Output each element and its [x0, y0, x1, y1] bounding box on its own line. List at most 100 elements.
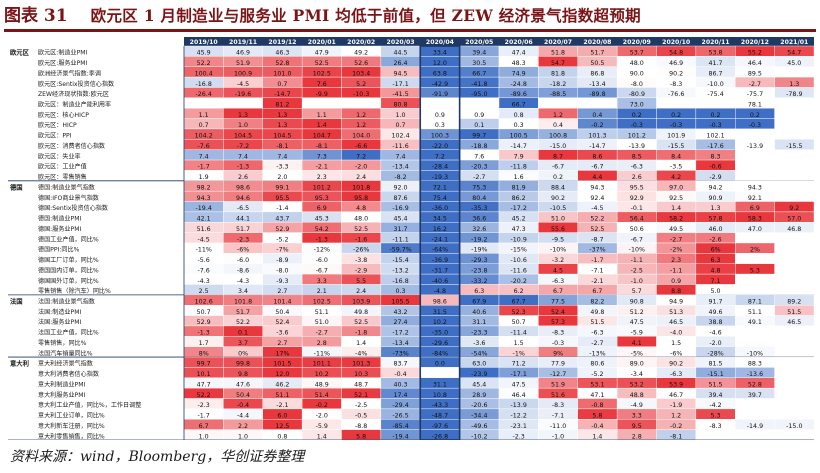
cell-value: 40.6 [472, 309, 486, 316]
row-label: 欧洲经济景气指数:季调 [38, 69, 101, 77]
cell-value: -4% [355, 350, 367, 357]
cell-value: -0.2 [591, 122, 603, 129]
cell-value: 55.2 [748, 50, 762, 57]
cell-value: -26.8 [432, 433, 448, 440]
cell-value: -6.3 [631, 164, 643, 171]
cell-value: 44.1 [236, 216, 250, 223]
cell-value: 1.2 [553, 112, 563, 119]
cell-value: 103.4 [352, 70, 370, 77]
cell-value: -1.7 [198, 413, 210, 420]
cell-value: -11% [196, 247, 212, 254]
cell-value: 74.9 [512, 70, 526, 77]
cell-value: 7.6 [317, 81, 327, 88]
cell-value: -5.2 [591, 371, 603, 378]
cell-value: -10% [629, 247, 645, 254]
cell-value: -2.3 [198, 402, 210, 409]
cell-value: 58.3 [748, 216, 762, 223]
cell-value: -37% [589, 247, 605, 254]
cell-value: 9% [553, 350, 563, 357]
cell-value: 51.8 [551, 50, 565, 57]
cell-value: -3.3 [276, 164, 288, 171]
cell-value: -9.5 [552, 236, 564, 243]
cell-value: -19.6 [235, 91, 251, 98]
cell-value: 53.8 [709, 50, 723, 57]
cell-value: 6.7 [199, 423, 209, 430]
cell-value: 46.4 [748, 60, 762, 67]
cell-value: -75.4 [707, 91, 723, 98]
cell-value: -0.4 [591, 423, 603, 430]
cell-value: 51.5 [709, 381, 723, 388]
cell-value: -0.3 [749, 122, 761, 129]
cell-value: 99.1 [275, 184, 289, 191]
row-label: 德国:Sentix投资信心指数 [38, 204, 108, 212]
cell-value: 1.4 [592, 433, 602, 440]
cell-value: -14.9 [747, 423, 763, 430]
cell-value: 39.7 [748, 392, 762, 399]
header-bar [184, 37, 814, 46]
cell-value: 52.2 [590, 216, 604, 223]
cell-value: 53.7 [630, 50, 644, 57]
cell-value: -2.9 [355, 267, 367, 274]
cell-value: 7.2 [356, 153, 366, 160]
cell-value: 71.2 [512, 361, 526, 368]
cell-value: -7.6 [198, 267, 210, 274]
cell-value: -1.6 [355, 236, 367, 243]
cell-value: 90.2 [669, 361, 683, 368]
cell-value: 94.6 [236, 195, 250, 202]
cell-value: -36.0 [432, 205, 448, 212]
cell-value: 10.2 [433, 319, 447, 326]
cell-value: -23.3 [471, 330, 487, 337]
cell-value: 100.8 [549, 133, 567, 140]
cell-value: 49.5 [669, 226, 683, 233]
cell-value: 52.4 [275, 319, 289, 326]
cell-value: -28.4 [432, 164, 448, 171]
heat-cell [735, 149, 775, 161]
cell-value: 1.0 [199, 433, 209, 440]
cell-value: -6.7 [591, 164, 603, 171]
cell-value: 0.3 [435, 122, 445, 129]
cell-value: 48.0 [354, 216, 368, 223]
cell-value: -11.8 [511, 164, 527, 171]
cell-value: -28% [707, 350, 723, 357]
cell-value: 0.9 [435, 112, 445, 119]
cell-value: -54% [471, 350, 487, 357]
cell-value: 4.8 [356, 205, 366, 212]
cell-value: 7.2 [435, 153, 445, 160]
cell-value: 1.4 [356, 340, 366, 347]
row-label: 德国:IFO商业景气指数 [38, 194, 99, 202]
cell-value: -3.2 [552, 257, 564, 264]
cell-value: 46.8 [787, 226, 801, 233]
row-label: 欧元区：制造业产能利用率 [38, 101, 111, 109]
cell-value: -5% [631, 350, 643, 357]
cell-value: 52.2 [197, 60, 211, 67]
cell-value: 52.5 [315, 60, 329, 67]
cell-value: -10% [747, 350, 763, 357]
heat-cell [735, 336, 775, 347]
cell-value: -3.6 [276, 330, 288, 337]
cell-value: -2.9 [709, 174, 721, 181]
column-header: 2020/10 [662, 39, 691, 46]
cell-value: 52.8 [748, 381, 762, 388]
cell-value: 101.4 [273, 299, 291, 306]
cell-value: 48.8 [630, 392, 644, 399]
cell-value: 49.8 [590, 309, 604, 316]
cell-value: 67.9 [472, 299, 486, 306]
cell-value: 2.0 [277, 174, 287, 181]
cell-value: 4.4 [592, 174, 602, 181]
cell-value: 2.6 [632, 174, 642, 181]
cell-value: 0% [238, 350, 248, 357]
cell-value: 2.4 [356, 174, 366, 181]
cell-value: 47.6 [236, 381, 250, 388]
cell-value: 1.3 [789, 81, 799, 88]
cell-value: -4.4 [237, 413, 249, 420]
cell-value: 94.3 [197, 195, 211, 202]
cell-value: -8.3 [670, 81, 682, 88]
cell-value: -29.3 [471, 257, 487, 264]
cell-value: -13.9 [511, 402, 527, 409]
cell-value: -9.9 [316, 91, 328, 98]
heat-cell [774, 284, 815, 296]
cell-value: 0.8 [277, 433, 287, 440]
cell-value: 2.7 [277, 340, 287, 347]
heat-cell [223, 97, 263, 109]
cell-value: 95.8 [354, 195, 368, 202]
